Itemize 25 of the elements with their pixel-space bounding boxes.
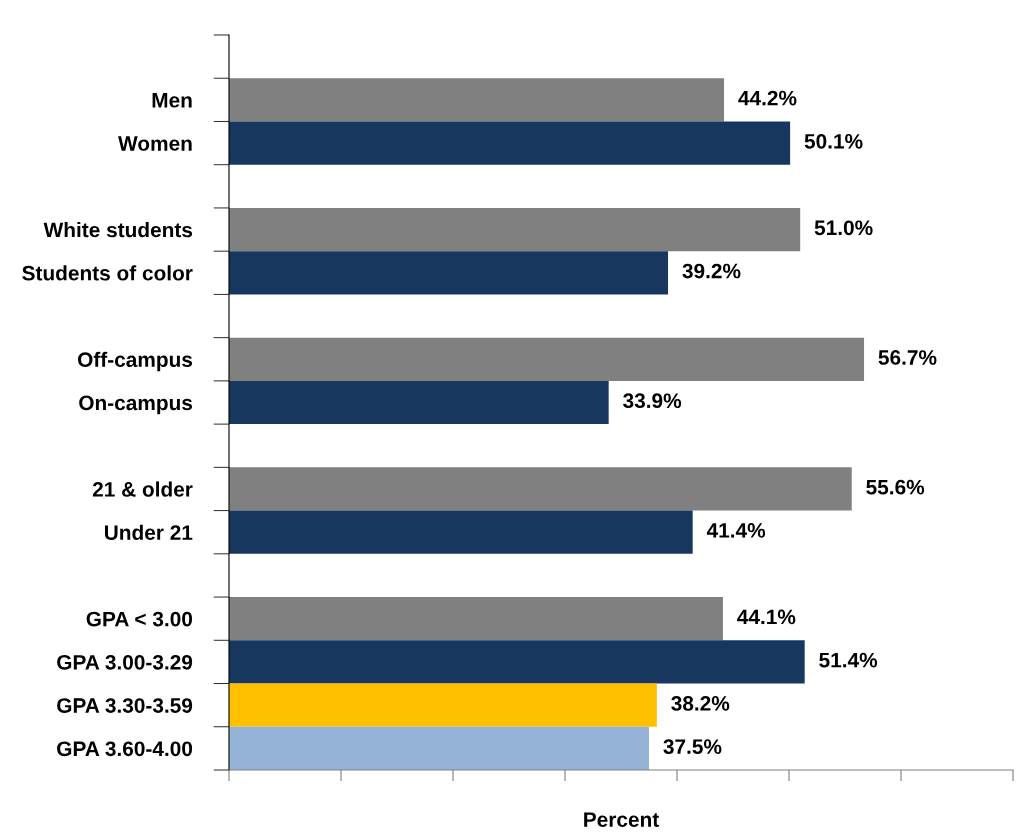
data-label: 55.6% [866, 479, 925, 495]
y-tick-label: Women [118, 136, 192, 151]
y-tick-label: 21 & older [92, 481, 193, 497]
data-label: 51.0% [814, 220, 873, 236]
y-tick-label: GPA < 3.00 [86, 611, 193, 627]
data-label: 39.2% [682, 263, 741, 279]
data-label: 33.9% [623, 393, 682, 409]
y-tick-label: Men [152, 93, 192, 108]
data-label: 51.4% [819, 652, 878, 668]
y-tick-label: GPA 3.00-3.29 [57, 654, 193, 670]
y-tick-label: Off-campus [78, 351, 193, 372]
data-label: 44.2% [738, 90, 797, 106]
y-tick-label: GPA 3.30-3.59 [57, 698, 193, 713]
x-axis-title: Percent [584, 812, 659, 827]
data-label: 56.7% [878, 350, 937, 365]
y-tick-label: Under 21 [104, 524, 193, 540]
y-tick-label: GPA 3.60-4.00 [57, 741, 193, 757]
data-label: 37.5% [663, 739, 722, 754]
data-label: 41.4% [706, 523, 766, 538]
data-label: 50.1% [804, 133, 863, 149]
y-tick-label: Students of color [22, 265, 193, 281]
data-label: 44.1% [737, 609, 796, 625]
y-tick-label: White students [43, 222, 193, 238]
y-tick-label: On-campus [79, 395, 193, 415]
data-label: 38.2% [671, 695, 730, 711]
